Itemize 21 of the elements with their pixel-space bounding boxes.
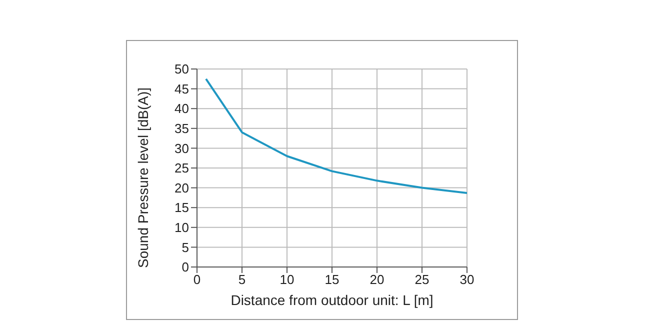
x-tick-label: 30 <box>460 272 474 288</box>
y-axis-title: Sound Pressure level [dB(A)] <box>134 87 151 268</box>
y-tick-label: 40 <box>174 101 189 116</box>
y-tick-label: 20 <box>174 180 189 196</box>
y-tick-label: 0 <box>182 260 189 275</box>
x-tick-label: 5 <box>238 272 246 288</box>
x-tick-label: 15 <box>324 272 340 288</box>
y-tick-label: 30 <box>174 140 189 156</box>
x-tick-label: 25 <box>414 272 430 288</box>
y-tick-label: 10 <box>174 220 189 236</box>
x-tick-label: 20 <box>370 272 384 288</box>
y-tick-label: 35 <box>174 121 189 136</box>
x-axis-title: Distance from outdoor unit: L [m] <box>230 292 434 308</box>
y-tick-label: 45 <box>174 81 189 96</box>
y-tick-label: 5 <box>182 240 189 255</box>
y-tick-label: 50 <box>174 62 189 77</box>
y-tick-label: 15 <box>174 200 189 216</box>
x-tick-label: 10 <box>280 272 294 288</box>
x-tick-label: 0 <box>193 272 201 288</box>
y-tick-label: 25 <box>174 160 189 176</box>
line-series <box>205 78 467 194</box>
